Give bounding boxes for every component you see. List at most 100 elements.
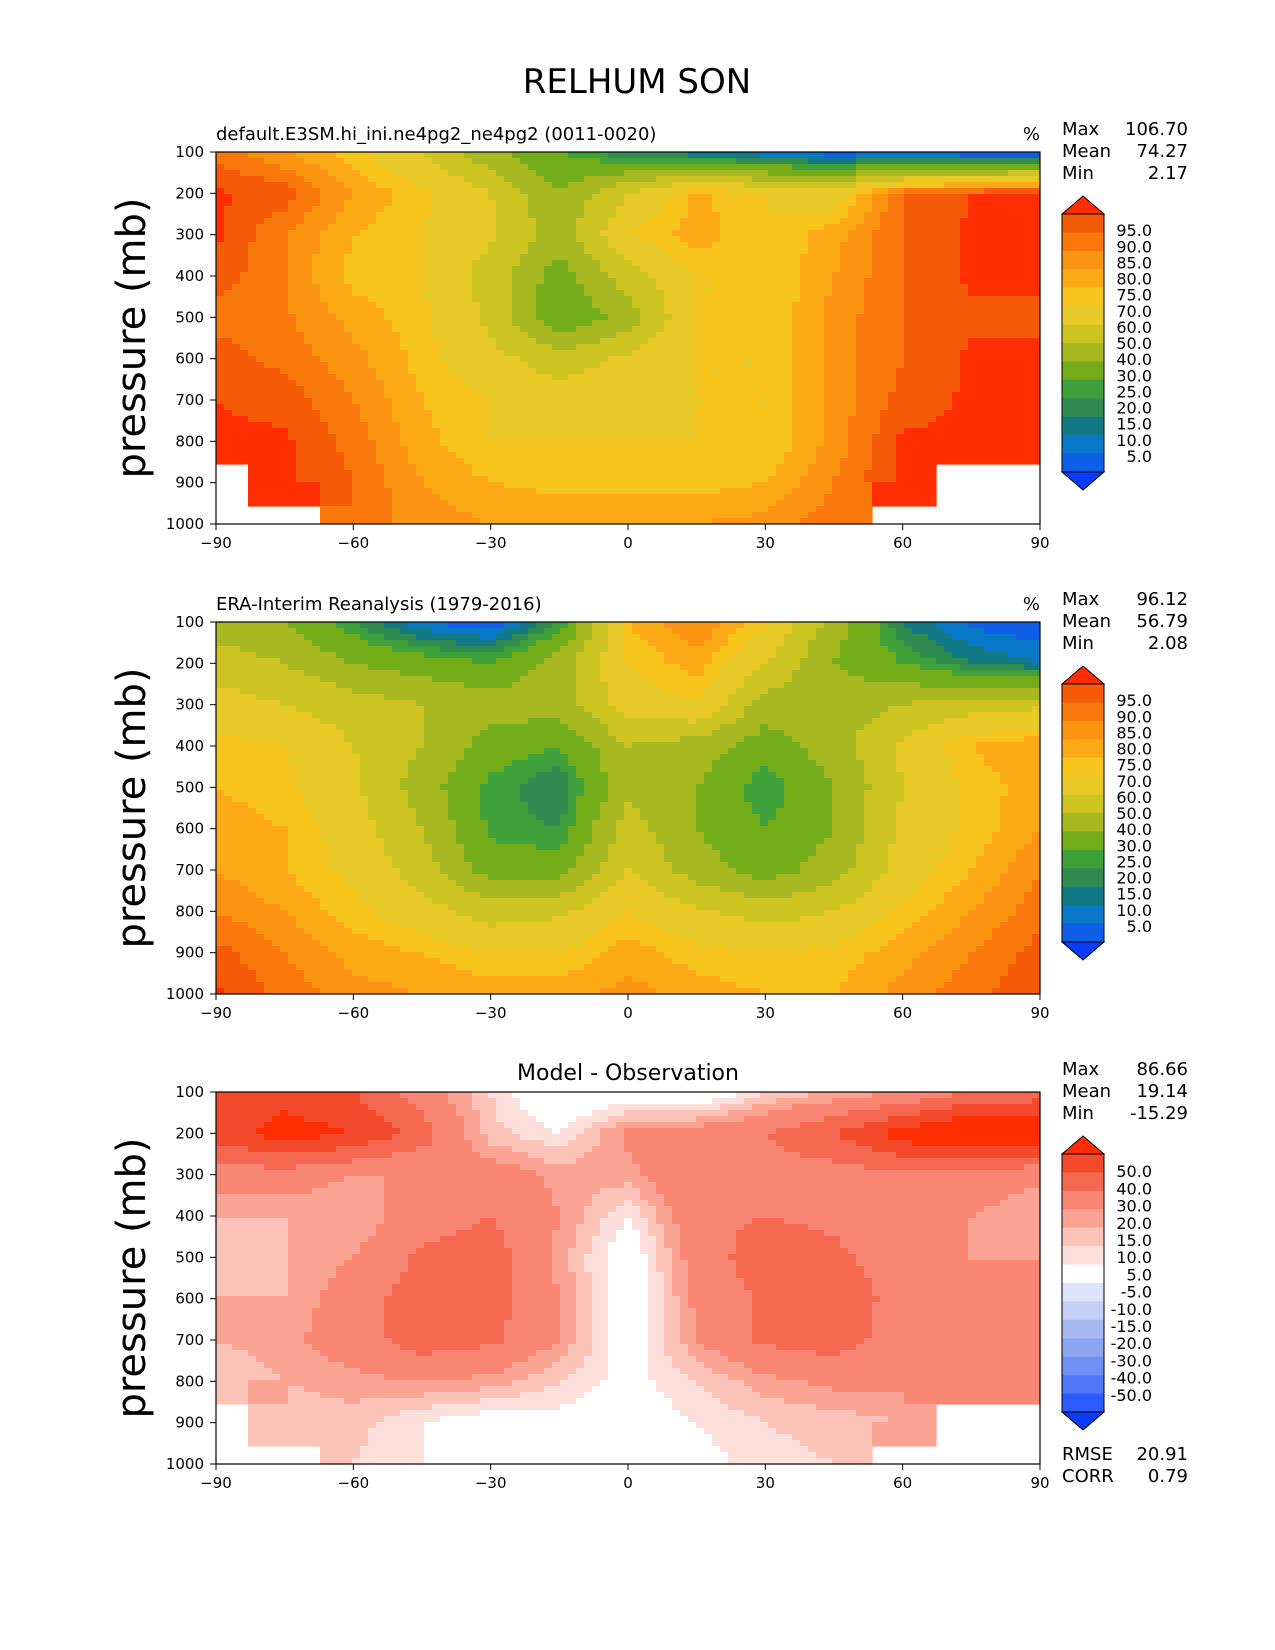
contour-cell (736, 1242, 841, 1249)
contour-cell (792, 392, 825, 399)
skill-stats: RMSE 20.91 CORR 0.79 (1062, 1444, 1188, 1487)
contour-cell (816, 628, 849, 635)
contour-cell (456, 910, 569, 917)
contour-cell (216, 928, 257, 935)
x-tick-label: −60 (338, 1004, 370, 1022)
contour-cell (584, 1206, 617, 1213)
contour-cell (632, 302, 665, 309)
contour-cell (752, 1332, 873, 1339)
contour-cell (320, 188, 353, 195)
contour-cell (280, 1374, 385, 1381)
contour-cell (960, 368, 1040, 375)
contour-cell (576, 1314, 593, 1321)
contour-cell (896, 814, 961, 821)
contour-cell (216, 1332, 305, 1339)
stat-max-value: 106.70 (1125, 119, 1188, 140)
contour-cell (480, 634, 497, 641)
contour-cell (968, 338, 1040, 345)
contour-cell (216, 332, 305, 339)
contour-cell (624, 628, 633, 635)
contour-cell (592, 622, 609, 629)
contour-cell (424, 1110, 457, 1117)
contour-cell (360, 622, 385, 629)
contour-cell (312, 182, 345, 189)
contour-cell (680, 260, 801, 267)
contour-cell (248, 1404, 433, 1411)
contour-cell (904, 356, 961, 363)
contour-cell (752, 700, 913, 707)
contour-cell (352, 494, 393, 501)
contour-cell (616, 206, 665, 213)
contour-cell (608, 694, 681, 701)
contour-cell (408, 1266, 513, 1273)
contour-cell (288, 1260, 345, 1267)
contour-cell (576, 808, 601, 815)
contour-cell (488, 410, 697, 417)
contour-cell (432, 410, 489, 417)
contour-cell (704, 640, 729, 647)
contour-cell (216, 1170, 537, 1177)
contour-cell (312, 404, 361, 411)
colorbar-label: -50.0 (1111, 1386, 1152, 1405)
contour-cell (320, 248, 353, 255)
contour-cell (832, 784, 873, 791)
contour-cell (312, 982, 393, 989)
contour-cell (592, 296, 633, 303)
contour-cell (280, 164, 321, 171)
contour-cell (264, 982, 313, 989)
contour-cell (416, 374, 457, 381)
contour-cell (424, 712, 593, 719)
contour-cell (656, 332, 697, 339)
contour-cell (816, 1350, 841, 1357)
contour-cell (560, 1212, 585, 1219)
contour-cell (216, 694, 257, 701)
contour-cell (432, 200, 497, 207)
contour-cell (1032, 934, 1040, 941)
y-tick-label: 200 (175, 1124, 204, 1142)
contour-cell (864, 928, 905, 935)
contour-cell (552, 344, 577, 351)
contour-cell (960, 218, 1040, 225)
contour-cell (392, 494, 441, 501)
contour-cell (464, 754, 529, 761)
contour-cell (384, 464, 417, 471)
contour-cell (976, 862, 1009, 869)
colorbar-swatch (1062, 435, 1104, 455)
contour-cell (720, 212, 849, 219)
contour-cell (872, 266, 905, 273)
contour-cell (792, 416, 825, 423)
contour-cell (304, 634, 361, 641)
contour-cell (824, 772, 865, 779)
contour-cell (568, 1266, 585, 1273)
contour-cell (864, 802, 897, 809)
contour-cell (616, 880, 649, 887)
contour-cell (840, 458, 873, 465)
contour-cell (664, 200, 689, 207)
stat-min-label: Min (1062, 163, 1094, 184)
contour-cell (664, 1230, 681, 1237)
contour-cell (696, 940, 841, 947)
colorbar-frame (1061, 213, 1105, 473)
contour-cell (488, 1140, 545, 1147)
contour-cell (720, 1398, 785, 1405)
contour-cell (656, 886, 721, 893)
contour-cell (576, 682, 609, 689)
contour-cell (264, 1362, 345, 1369)
contour-cell (816, 844, 857, 851)
contour-cell (552, 652, 577, 659)
contour-cell (808, 1380, 1040, 1387)
contour-cell (616, 832, 657, 839)
x-tick-label: 0 (623, 534, 633, 552)
contour-cell (1024, 736, 1040, 743)
contour-cell (624, 1182, 633, 1189)
contour-cell (576, 1278, 593, 1285)
contour-cell (344, 380, 385, 387)
contour-cell (1032, 832, 1040, 839)
contour-cell (608, 856, 665, 863)
contour-cell (424, 284, 473, 291)
contour-cell (744, 712, 881, 719)
contour-cell (712, 628, 737, 635)
contour-cell (216, 266, 249, 273)
contour-cell (824, 320, 857, 327)
contour-cell (352, 188, 393, 195)
